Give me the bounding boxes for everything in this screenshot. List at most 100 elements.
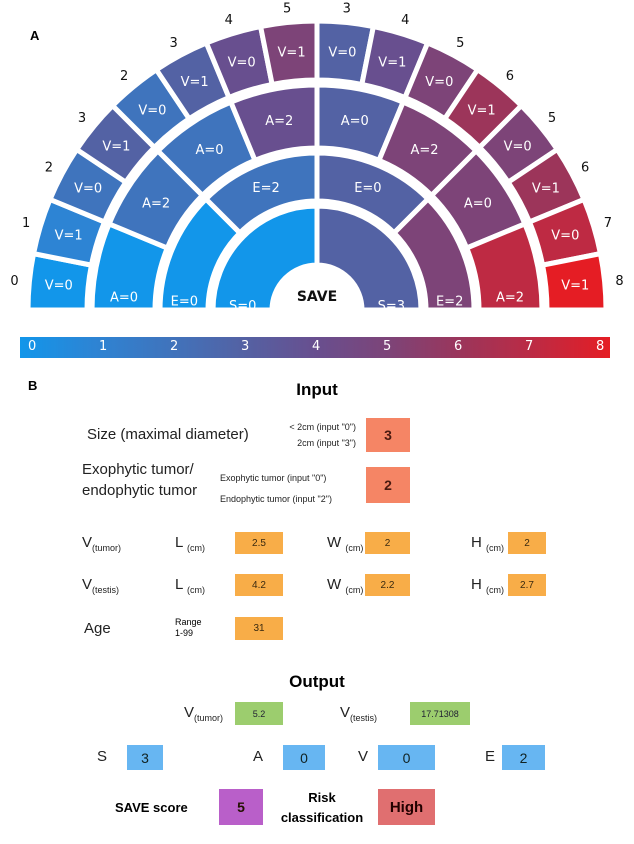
s-label: S [97, 748, 108, 765]
segment-label: E=0 [171, 295, 198, 310]
v-tumor-letter: V [82, 534, 93, 551]
l-letter: L [175, 534, 183, 551]
unit: (cm) [186, 585, 205, 595]
risk-label-1: Risk [308, 790, 336, 805]
score-colorbar: 0 1 2 3 4 5 6 7 8 [20, 337, 610, 358]
segment-e [390, 195, 477, 313]
segment-v [539, 250, 609, 313]
score-label: 5 [283, 1, 291, 16]
score-label: 1 [22, 216, 30, 231]
v-testis-label: V(testis) [82, 576, 119, 595]
segment-label: V=0 [425, 75, 453, 90]
size-input[interactable]: 3 [366, 418, 410, 452]
score-label: 3 [78, 111, 86, 126]
age-range-label: Range [175, 617, 202, 627]
age-range-value: 1-99 [175, 628, 194, 638]
segment-label: V=1 [378, 56, 406, 71]
testis-h-label: H (cm) [471, 576, 504, 595]
segment-label: V=0 [328, 46, 356, 61]
segment-label: E=2 [436, 295, 463, 310]
segment-label: V=1 [561, 279, 589, 294]
segment-label: S=3 [378, 299, 405, 314]
segment-s [314, 203, 424, 313]
segment-label: S=0 [229, 299, 256, 314]
size-hint-2: 2cm (input "3") [297, 438, 356, 448]
segment-label: A=0 [464, 196, 492, 211]
segment-label: A=0 [341, 114, 369, 129]
testis-l-label: L (cm) [175, 576, 205, 595]
v-tumor-sub: (tumor) [92, 543, 122, 553]
v-testis-output: 17.71308 [410, 702, 470, 725]
a-label: A [253, 748, 264, 765]
score-label: 2 [120, 69, 128, 84]
segment-label: V=0 [74, 182, 102, 197]
age-label: Age [84, 620, 111, 637]
out-v-testis-label: V(testis) [340, 704, 377, 723]
panel-b-label: B [28, 378, 38, 393]
w-letter: W [327, 576, 342, 593]
v-letter: V [340, 704, 351, 721]
segment-label: E=2 [252, 181, 279, 196]
colorbar-tick: 5 [383, 339, 392, 354]
exophytic-hint-1: Exophytic tumor (input "0") [220, 473, 327, 483]
colorbar-tick: 8 [596, 339, 605, 354]
testis-w-label: W (cm) [327, 576, 363, 595]
v-label: V [358, 748, 369, 765]
unit: (cm) [486, 543, 505, 553]
tumor-length-input[interactable]: 2.5 [235, 532, 283, 554]
colorbar-tick: 2 [170, 339, 179, 354]
input-title: Input [296, 380, 338, 399]
colorbar-tick: 6 [454, 339, 463, 354]
v-output: 0 [378, 745, 435, 770]
exophytic-input[interactable]: 2 [366, 467, 410, 503]
segment-a [463, 220, 545, 313]
colorbar-tick: 1 [99, 339, 108, 354]
colorbar-tick: 3 [241, 339, 250, 354]
segment-label: V=0 [551, 229, 579, 244]
segment-label: A=2 [410, 143, 438, 158]
score-label: 8 [615, 274, 623, 289]
segment-label: V=1 [532, 182, 560, 197]
score-label: 6 [581, 161, 589, 176]
risk-classification-output: High [378, 789, 435, 825]
e-output: 2 [502, 745, 545, 770]
tumor-height-input[interactable]: 2 [508, 532, 546, 554]
score-label: 4 [401, 13, 409, 28]
segment-label: A=2 [265, 114, 293, 129]
h-letter: H [471, 534, 482, 551]
out-v-tumor-label: V(tumor) [184, 704, 223, 723]
segment-label: V=1 [181, 75, 209, 90]
unit: (cm) [186, 543, 205, 553]
v-testis-sub: (testis) [92, 585, 120, 595]
unit: (cm) [345, 543, 364, 553]
v-sub: (tumor) [194, 713, 224, 723]
colorbar-tick: 0 [28, 339, 37, 354]
segment-s [210, 203, 320, 313]
testis-width-input[interactable]: 2.2 [365, 574, 410, 596]
save-semicircle-diagram: S=0 S=3 E=0 E=2 E=0 E=2 A=0 A=2 A=0 A=2 A=0 A=2 A=0 A… [10, 1, 623, 314]
tumor-width-input[interactable]: 2 [365, 532, 410, 554]
segment-label: V=1 [468, 103, 496, 118]
tumor-h-label: H (cm) [471, 534, 504, 553]
unit: (cm) [486, 585, 505, 595]
exophytic-label-1: Exophytic tumor/ [82, 461, 194, 478]
score-label: 4 [225, 13, 233, 28]
segment-label: V=1 [55, 229, 83, 244]
score-label: 7 [604, 216, 612, 231]
segment-label: E=0 [354, 181, 381, 196]
segment-label: A=0 [110, 290, 138, 305]
segment-label: V=0 [228, 56, 256, 71]
segment-label: V=1 [102, 139, 130, 154]
v-sub: (testis) [350, 713, 378, 723]
unit: (cm) [345, 585, 364, 595]
save-score-label: SAVE score [115, 800, 188, 815]
segment-label: V=0 [45, 279, 73, 294]
score-label: 3 [343, 1, 351, 16]
testis-length-input[interactable]: 4.2 [235, 574, 283, 596]
size-label: Size (maximal diameter) [87, 426, 249, 443]
colorbar-tick: 4 [312, 339, 321, 354]
panel-a-label: A [30, 28, 40, 43]
score-label: 5 [548, 111, 556, 126]
age-input[interactable]: 31 [235, 617, 283, 640]
testis-height-input[interactable]: 2.7 [508, 574, 546, 596]
